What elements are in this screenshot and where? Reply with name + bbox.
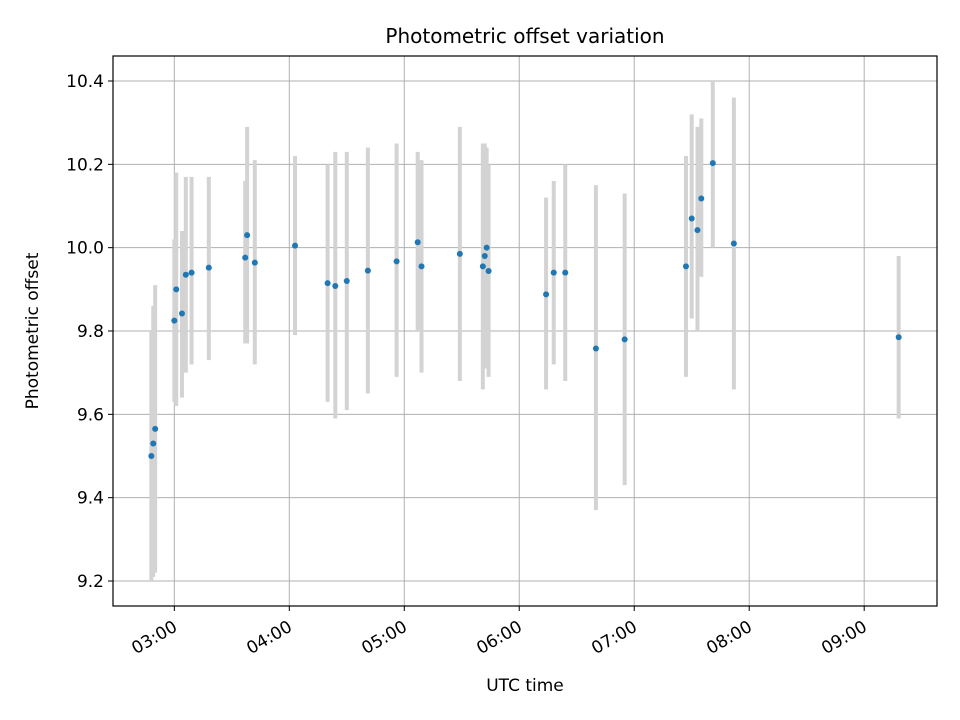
data-point xyxy=(592,345,599,352)
data-point xyxy=(324,280,331,287)
x-tick-label: 03:00 xyxy=(128,617,180,659)
data-point xyxy=(251,259,258,266)
data-point xyxy=(483,244,490,251)
data-point xyxy=(393,258,400,265)
data-point xyxy=(730,240,737,247)
data-point xyxy=(148,453,155,459)
data-point xyxy=(621,336,628,343)
y-tick-label: 9.6 xyxy=(77,405,104,425)
data-point xyxy=(173,286,180,293)
data-point xyxy=(182,271,189,278)
x-tick-label: 04:00 xyxy=(243,617,295,659)
y-tick-label: 9.2 xyxy=(77,572,104,592)
data-point xyxy=(485,268,492,274)
data-point xyxy=(688,215,695,222)
x-axis: 03:00 04:00 05:00 06:00 07:00 08:00 09:00 xyxy=(128,606,871,659)
data-point xyxy=(694,227,701,234)
y-tick-label: 9.4 xyxy=(77,489,104,509)
data-point xyxy=(205,264,212,271)
data-point xyxy=(543,291,550,298)
y-axis: 9.2 9.4 9.6 9.8 10.0 10.2 10.4 xyxy=(66,72,113,592)
y-tick-label: 10.0 xyxy=(66,239,104,259)
x-tick-label: 08:00 xyxy=(703,617,755,659)
x-tick-label: 05:00 xyxy=(358,617,410,659)
data-point xyxy=(481,253,488,259)
data-point xyxy=(418,263,425,270)
data-point xyxy=(242,254,249,261)
data-point xyxy=(152,425,159,432)
data-point xyxy=(364,267,371,274)
x-tick-label: 06:00 xyxy=(473,617,525,659)
grid xyxy=(113,56,937,606)
data-point xyxy=(698,195,705,202)
data-point xyxy=(343,278,350,284)
data-point xyxy=(550,269,557,276)
data-points xyxy=(148,160,902,459)
x-tick-label: 07:00 xyxy=(588,617,640,659)
y-tick-label: 10.4 xyxy=(66,72,104,92)
data-point xyxy=(178,310,185,317)
data-point xyxy=(562,269,569,276)
data-point xyxy=(895,334,902,341)
data-point xyxy=(188,269,195,276)
y-axis-label: Photometric offset xyxy=(23,252,43,409)
data-point xyxy=(682,263,689,270)
data-point xyxy=(456,250,463,257)
x-tick-label: 09:00 xyxy=(818,617,870,659)
data-point xyxy=(244,232,251,239)
data-point xyxy=(479,263,486,270)
data-point xyxy=(150,440,157,447)
data-point xyxy=(414,239,421,246)
chart-title: Photometric offset variation xyxy=(385,24,664,48)
y-tick-label: 10.2 xyxy=(66,155,104,175)
data-point xyxy=(332,283,339,289)
y-tick-label: 9.8 xyxy=(77,322,104,342)
x-axis-label: UTC time xyxy=(486,676,564,696)
data-point xyxy=(292,242,299,249)
data-point xyxy=(709,160,716,167)
data-point xyxy=(171,317,178,324)
